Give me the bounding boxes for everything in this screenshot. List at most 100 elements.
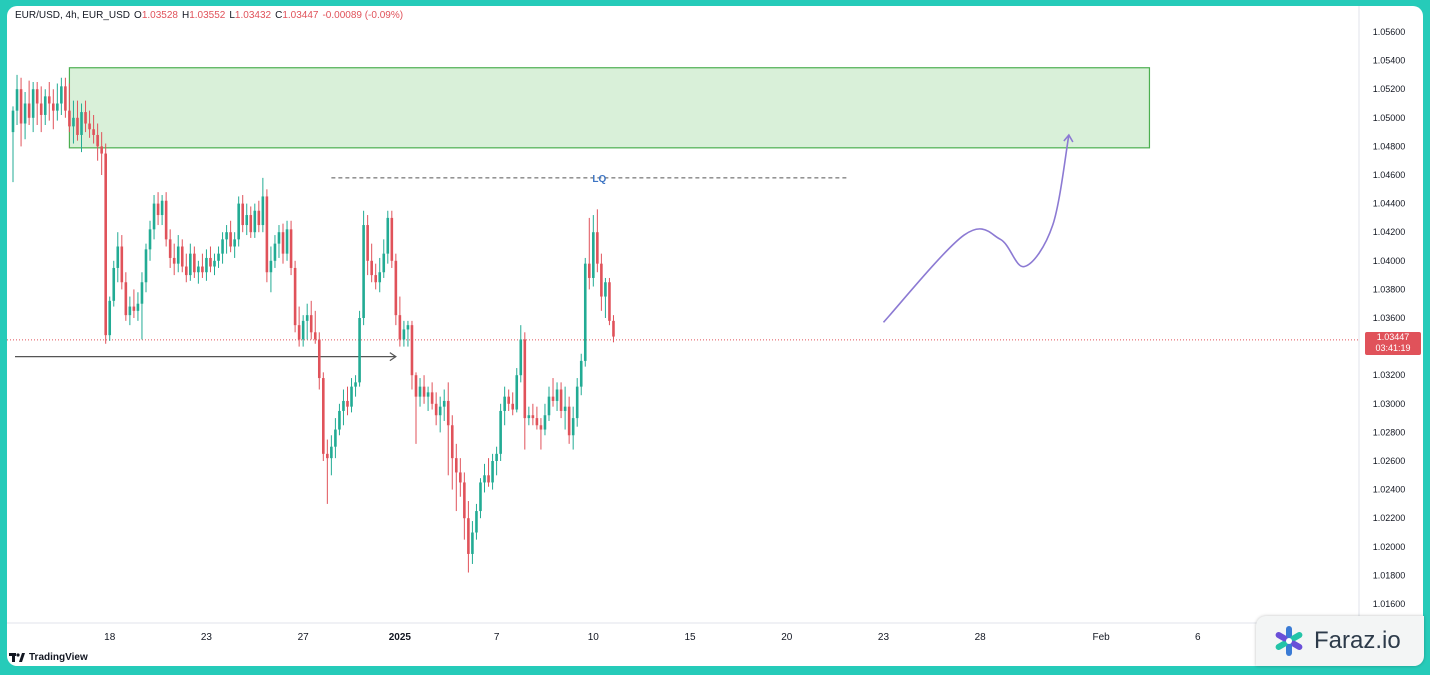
candle-body — [338, 410, 341, 430]
candle-body — [281, 232, 285, 254]
candle-body — [56, 103, 59, 111]
candle — [346, 386, 349, 416]
candle-body — [237, 203, 240, 240]
candle — [523, 332, 527, 450]
candle-body — [511, 403, 515, 410]
candle — [229, 220, 232, 253]
y-tick-label: 1.03200 — [1373, 370, 1406, 380]
candle-body — [358, 318, 361, 383]
candle-body — [600, 263, 603, 297]
candle — [567, 396, 571, 444]
candle — [531, 403, 535, 426]
candle-body — [390, 217, 394, 261]
candle-body — [491, 461, 494, 483]
candle-body — [148, 229, 152, 250]
candle — [56, 83, 59, 121]
candle — [438, 396, 442, 433]
candle-body — [120, 246, 124, 283]
y-tick-label: 1.05600 — [1373, 27, 1406, 37]
symbol-label[interactable]: EUR/USD, 4h, EUR_USD — [15, 10, 131, 21]
candle-body — [261, 196, 265, 226]
candle — [52, 89, 55, 130]
candle — [430, 382, 434, 410]
candle — [499, 403, 502, 461]
candle-body — [269, 260, 273, 273]
candle — [104, 143, 107, 344]
x-tick-label: 27 — [298, 632, 310, 643]
candle-body — [35, 89, 39, 104]
faraz-badge[interactable]: Faraz.io — [1256, 616, 1424, 666]
candle-body — [422, 386, 426, 397]
candle-body — [499, 410, 502, 454]
candle — [136, 292, 140, 321]
candle-body — [60, 86, 63, 104]
x-tick-label: 23 — [878, 632, 890, 643]
candle-body — [293, 267, 297, 326]
candle — [19, 77, 23, 147]
candle-body — [209, 257, 212, 267]
candle — [535, 406, 539, 430]
open-label: O — [134, 10, 142, 21]
y-tick-label: 1.04000 — [1373, 256, 1406, 266]
candle-body — [265, 196, 269, 273]
candle-body — [551, 396, 555, 401]
y-tick-label: 1.05200 — [1373, 84, 1406, 94]
candle — [455, 443, 458, 512]
candle-body — [366, 225, 369, 261]
candle-body — [112, 267, 116, 301]
candle-body — [317, 339, 321, 379]
price-chart[interactable]: LQ 1.05600 1.05400 1.05200 1.05000 1.04800 1.0… — [7, 6, 1423, 666]
candle — [23, 92, 27, 140]
candle-body — [11, 110, 15, 133]
candle-body — [15, 89, 19, 111]
target-zone — [68, 67, 1151, 149]
candle-body — [442, 400, 446, 407]
candle-body — [253, 210, 257, 233]
y-tick-label: 1.04600 — [1373, 170, 1406, 180]
candle — [184, 253, 188, 283]
candle — [116, 232, 120, 283]
candle-body — [225, 232, 228, 240]
candle-body — [47, 96, 51, 104]
candle — [245, 203, 249, 236]
candle — [475, 503, 478, 540]
tradingview-logo[interactable]: TradingView — [9, 652, 88, 663]
candle-body — [350, 386, 353, 407]
candle-body — [539, 425, 543, 430]
candle — [92, 114, 95, 144]
candle-body — [136, 303, 140, 311]
high-label: H — [181, 10, 190, 21]
candle — [160, 195, 164, 226]
low-label: L — [229, 10, 235, 21]
candle — [406, 320, 410, 347]
candle-body — [80, 112, 83, 135]
candle-body — [289, 229, 293, 268]
candle — [140, 272, 144, 340]
candle — [608, 277, 611, 326]
candle-body — [72, 117, 75, 127]
candle-body — [467, 518, 470, 554]
candle — [269, 246, 273, 293]
candle-body — [221, 239, 224, 254]
candle-body — [31, 89, 35, 118]
candle — [418, 378, 422, 407]
candle — [15, 74, 19, 125]
projection-curve — [882, 134, 1070, 323]
candle-body — [128, 306, 132, 316]
candle — [31, 82, 35, 133]
candle-body — [370, 260, 373, 276]
candle-body — [172, 257, 176, 264]
candle — [100, 132, 103, 175]
candle — [483, 463, 486, 493]
candle — [233, 232, 236, 258]
candle-body — [386, 217, 390, 254]
y-tick-label: 1.01800 — [1373, 570, 1406, 580]
candle-body — [612, 320, 615, 337]
candle — [350, 378, 353, 413]
candle — [301, 315, 305, 347]
candle — [189, 243, 192, 281]
candle-body — [438, 406, 442, 416]
candle-body — [531, 415, 535, 419]
candle-body — [418, 386, 422, 397]
candle — [362, 210, 365, 326]
